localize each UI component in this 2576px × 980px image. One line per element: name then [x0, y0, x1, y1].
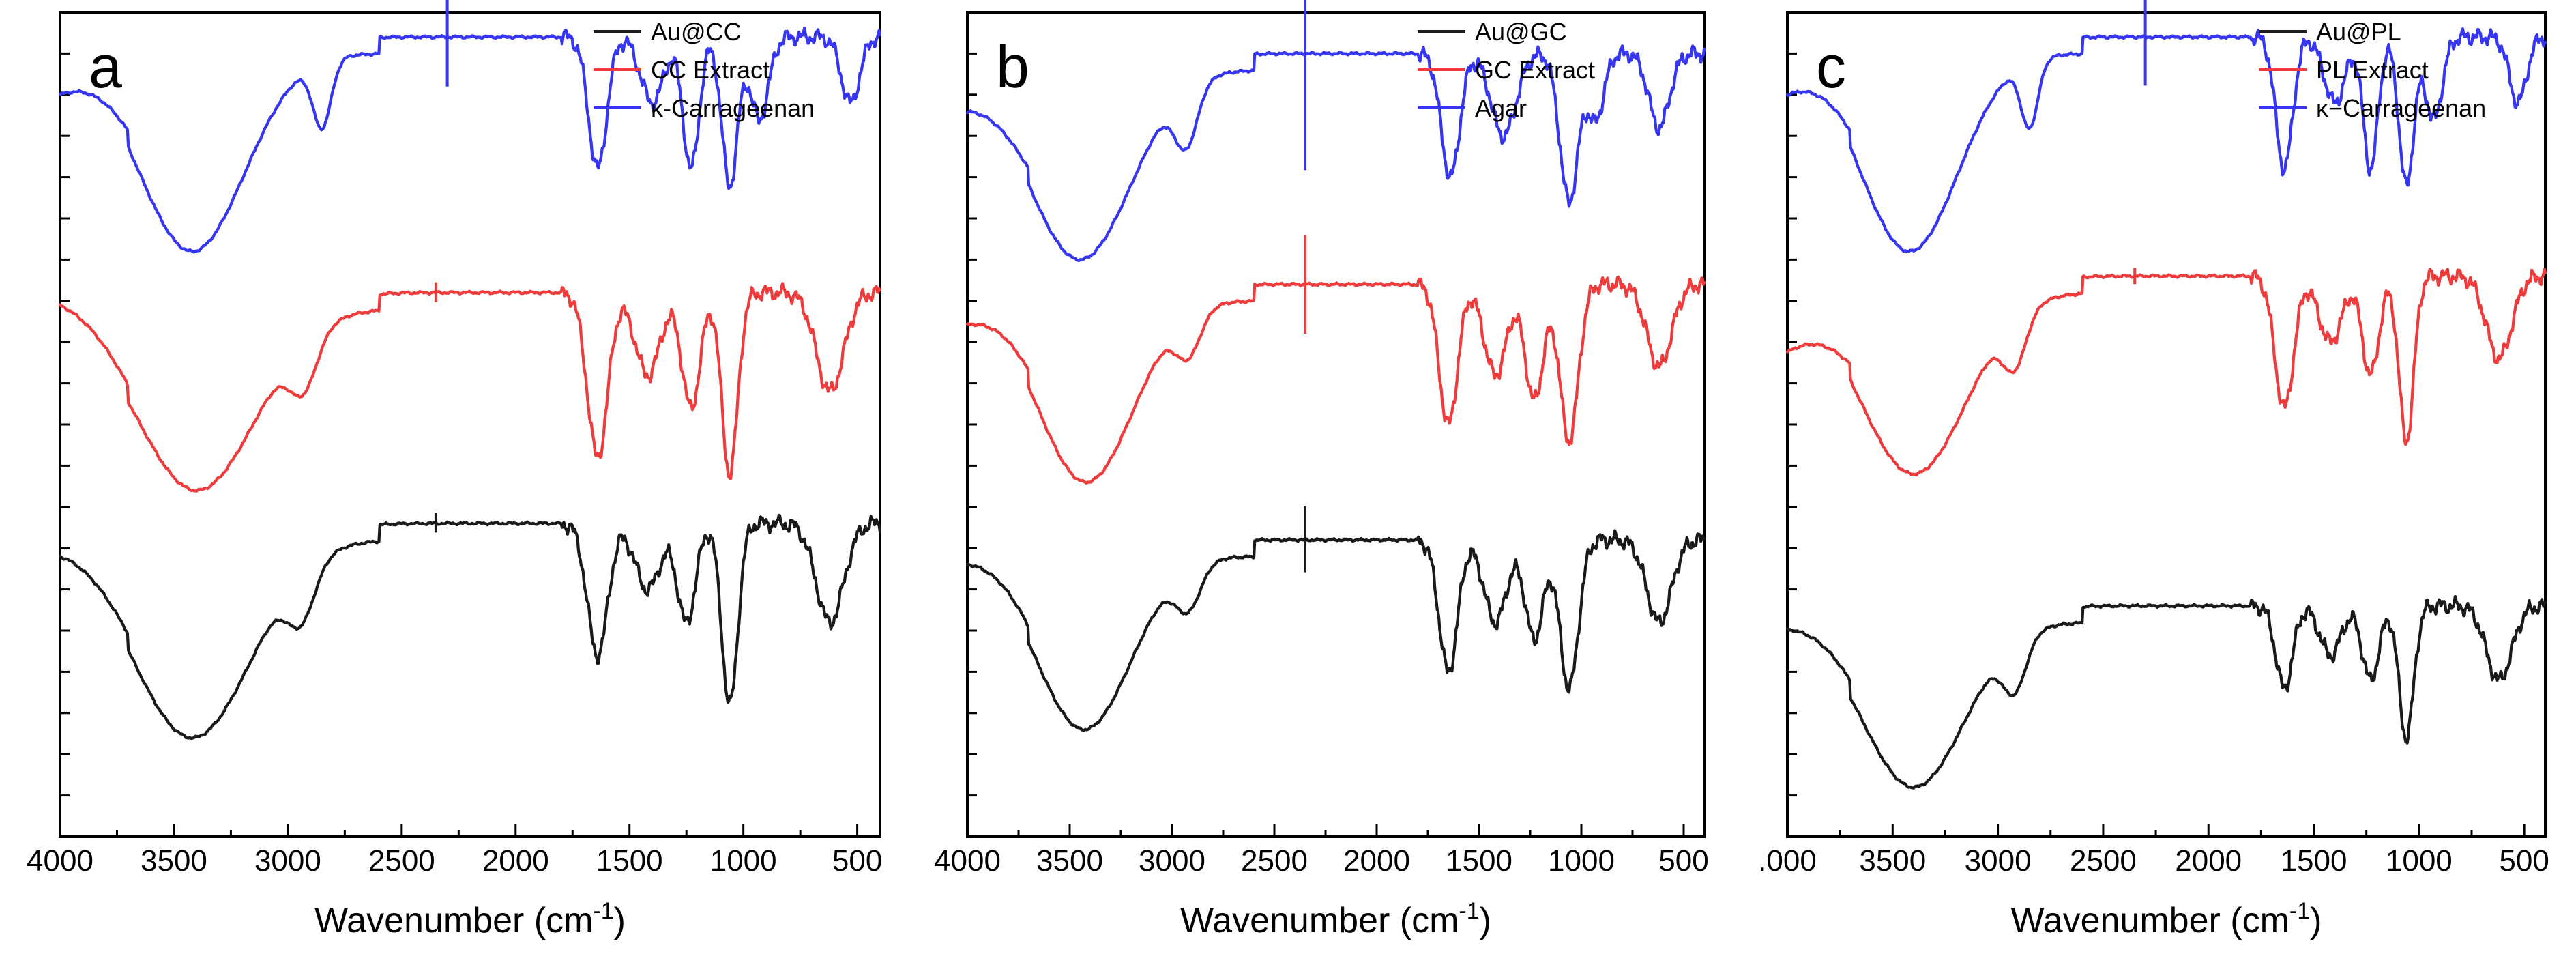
x-tick-label: 500 [2499, 844, 2549, 878]
panel-label: c [1816, 33, 1846, 100]
x-tick-label: 1500 [596, 844, 663, 878]
x-tick-label: 2500 [1241, 844, 1308, 878]
x-tick-label: 1500 [1446, 844, 1512, 878]
panel-label: b [996, 33, 1029, 100]
panel-label: a [89, 33, 122, 100]
x-tick-label: 3500 [141, 844, 207, 878]
series-line--carrageenan [1785, 27, 2547, 253]
x-tick-label: 2000 [1343, 844, 1410, 878]
series-line-cc-extract [58, 282, 882, 493]
legend-label: κ−Carrageenan [2316, 94, 2486, 122]
chart-panel-c: .000 3500 3000 2500 2000 1500 1000 500 Wavenumbe… [1758, 0, 2549, 940]
series-line-au-pl [1785, 595, 2547, 790]
x-tick-label: 3500 [1036, 844, 1103, 878]
x-tick-label: 3500 [1859, 844, 1926, 878]
series-line-au-gc [965, 529, 1706, 732]
x-tick-label: 500 [1658, 844, 1708, 878]
legend-label: GC Extract [1475, 56, 1595, 84]
series-line-agar [965, 44, 1706, 263]
series-line-au-cc [58, 513, 882, 740]
plot-frame [59, 11, 881, 838]
series-line--carrageenan [58, 27, 882, 254]
legend-label: CC Extract [651, 56, 770, 84]
legend-label: Au@CC [651, 18, 742, 46]
chart-panel-a: 4000 3500 3000 2500 2000 1500 1000 500 Wavenumbe… [27, 0, 882, 940]
x-axis-label: Wavenumber (cm-1) [1180, 898, 1491, 940]
x-tick-label: 3000 [254, 844, 321, 878]
x-tick-label: 1000 [2386, 844, 2453, 878]
x-tick-label: 4000 [27, 844, 93, 878]
x-tick-label: 2000 [482, 844, 549, 878]
plot-frame [966, 11, 1706, 838]
x-tick-label: 2000 [2175, 844, 2242, 878]
series-line-gc-extract [965, 275, 1706, 485]
x-tick-label: 3000 [1965, 844, 2032, 878]
legend-label: κ-Carrageenan [651, 94, 815, 122]
legend-label: Au@GC [1475, 18, 1567, 46]
legend-label: Agar [1475, 94, 1527, 122]
x-tick-label: 2500 [368, 844, 435, 878]
x-tick-label: 2500 [2070, 844, 2137, 878]
series-line-pl-extract [1785, 267, 2547, 477]
x-tick-label: 4000 [934, 844, 1001, 878]
x-axis-label: Wavenumber (cm-1) [314, 898, 626, 940]
chart-panel-b: 4000 3500 3000 2500 2000 1500 1000 500 Wavenumbe… [934, 0, 1709, 940]
x-tick-label: 3000 [1139, 844, 1205, 878]
plot-frame [1786, 11, 2547, 838]
x-tick-label: 1500 [2281, 844, 2347, 878]
x-tick-label: 500 [832, 844, 882, 878]
x-tick-label: .000 [1758, 844, 1817, 878]
x-tick-label: 1000 [1548, 844, 1615, 878]
x-axis-label: Wavenumber (cm-1) [2011, 898, 2322, 940]
legend-label: PL Extract [2316, 56, 2429, 84]
legend-label: Au@PL [2316, 18, 2401, 46]
x-tick-label: 1000 [710, 844, 777, 878]
